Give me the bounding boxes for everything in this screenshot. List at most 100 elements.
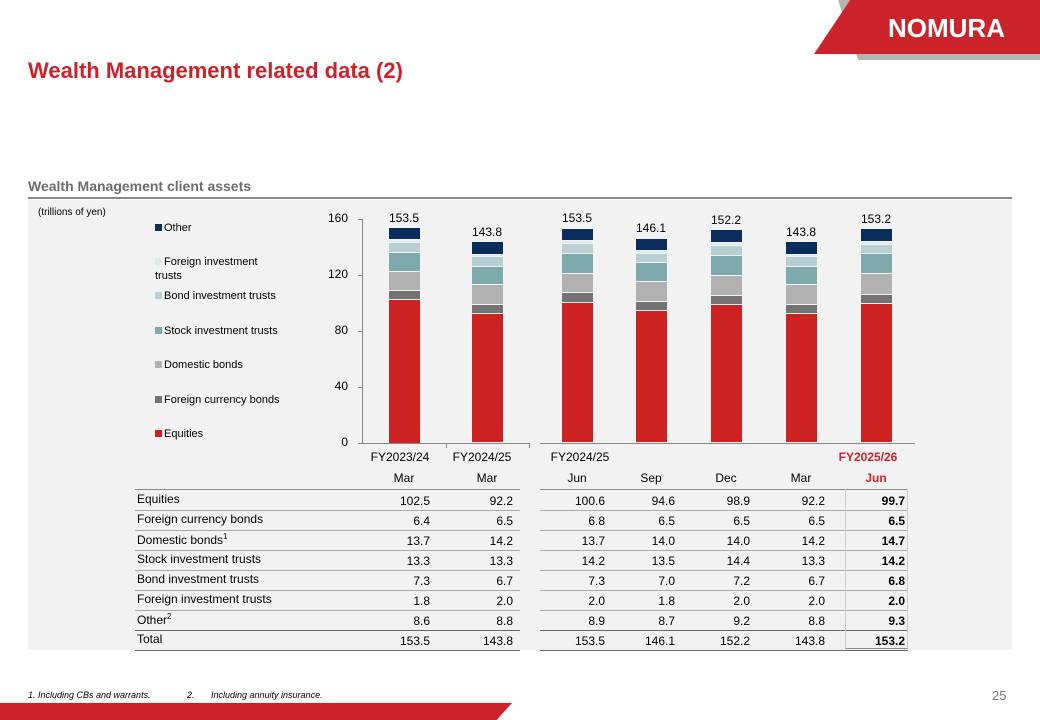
table-cell: 2.0 (888, 594, 905, 608)
table-cell: 8.8 (808, 614, 825, 628)
bar-segment-bond-investment-trusts (710, 246, 742, 256)
table-cell: 6.8 (888, 574, 905, 588)
footer-band (0, 703, 512, 720)
bar-segment-other (785, 242, 817, 254)
legend-swatch (155, 258, 162, 265)
category-label: Mar (790, 471, 812, 485)
bar-segment-bond-investment-trusts (388, 243, 420, 253)
table-cell: 14.7 (881, 534, 905, 548)
bar-segment-equities (785, 314, 817, 443)
table-cell: 92.2 (801, 494, 825, 508)
bar-segment-domestic-bonds (785, 285, 817, 305)
group-label: FY2024/25 (452, 450, 512, 464)
section-divider (28, 197, 1012, 199)
bar-segment-other (471, 242, 503, 254)
legend-label: Equities (164, 428, 204, 440)
x-axis (540, 443, 915, 444)
unit-label: (trillions of yen) (38, 207, 106, 218)
bar-segment-foreign-investment-trusts (710, 243, 742, 246)
table-cell: 14.2 (801, 534, 825, 548)
row-divider (135, 650, 520, 651)
table-cell: 100.6 (574, 494, 605, 508)
table-cell: 14.2 (881, 554, 905, 568)
legend-swatch (155, 327, 162, 334)
bar-segment-foreign-investment-trusts (785, 254, 817, 257)
bar-segment-foreign-currency-bonds (388, 291, 420, 299)
table-cell: 6.4 (413, 514, 430, 528)
legend-item: Foreign currency bonds (155, 393, 285, 407)
table-cell: 6.7 (496, 574, 513, 588)
table-cell: 8.8 (496, 614, 513, 628)
row-label: Foreign currency bonds (137, 512, 264, 526)
bar-segment-stock-investment-trusts (710, 256, 742, 276)
bar-segment-stock-investment-trusts (785, 266, 817, 285)
bar-segment-other (561, 228, 593, 241)
legend-item: Equities (155, 427, 285, 441)
table-cell: 9.2 (733, 614, 750, 628)
section-title: Wealth Management client assets (28, 178, 252, 194)
table-cell: 2.0 (588, 594, 605, 608)
legend-label: Domestic bonds (164, 359, 243, 371)
table-header-line (540, 489, 908, 490)
row-divider (135, 590, 520, 591)
table-cell: 7.3 (588, 574, 605, 588)
legend-label: Bond investment trusts (164, 290, 276, 302)
legend-label: Other (164, 222, 192, 234)
table-cell: 8.6 (413, 614, 430, 628)
bar-segment-domestic-bonds (388, 271, 420, 291)
legend-item: Foreign investment trusts (155, 255, 285, 283)
table-cell: 98.9 (726, 494, 750, 508)
row-label: Equities (137, 492, 180, 506)
table-cell: 9.3 (888, 614, 905, 628)
y-tick-mark (358, 331, 362, 332)
legend-swatch (155, 430, 162, 437)
bar-segment-bond-investment-trusts (635, 253, 667, 263)
footnote-2: Including annuity insurance. (211, 690, 323, 700)
bar-segment-foreign-investment-trusts (471, 254, 503, 257)
y-tick-mark (358, 219, 362, 220)
bar-segment-other (388, 228, 420, 240)
total-data-label: 143.8 (785, 224, 817, 239)
row-divider (540, 630, 908, 631)
row-divider (540, 590, 908, 591)
group-label: FY2024/25 (550, 450, 610, 464)
bar-segment-stock-investment-trusts (471, 266, 503, 285)
table-cell: 14.4 (726, 554, 750, 568)
row-divider (540, 650, 908, 651)
table-cell: 153.5 (574, 634, 605, 648)
category-label: Mar (476, 471, 498, 485)
bar-segment-bond-investment-trusts (785, 257, 817, 266)
bar-segment-foreign-investment-trusts (388, 240, 420, 243)
bar-segment-other (710, 230, 742, 243)
table-cell: 8.9 (588, 614, 605, 628)
table-cell: 153.2 (874, 634, 905, 648)
table-cell: 6.5 (496, 514, 513, 528)
logo-band (814, 0, 1040, 54)
total-data-label: 143.8 (471, 224, 503, 239)
table-cell: 14.2 (489, 534, 513, 548)
bar-segment-foreign-currency-bonds (561, 293, 593, 302)
bar-segment-domestic-bonds (471, 285, 503, 305)
row-divider (135, 510, 520, 511)
row-divider (540, 610, 908, 611)
table-header-line (135, 489, 520, 490)
legend-item: Other (155, 221, 285, 235)
row-divider (135, 530, 520, 531)
legend-swatch (155, 396, 162, 403)
row-label: Foreign investment trusts (137, 592, 272, 606)
bar-segment-stock-investment-trusts (635, 263, 667, 282)
bar-segment-equities (635, 311, 667, 443)
bar-segment-equities (860, 303, 892, 443)
row-divider (135, 550, 520, 551)
table-cell: 146.1 (644, 634, 675, 648)
table-cell: 102.5 (399, 494, 430, 508)
y-tick-mark (358, 387, 362, 388)
table-cell: 14.0 (726, 534, 750, 548)
row-label: Other2 (137, 612, 172, 627)
footnote-marker: 2 (167, 612, 172, 621)
table-cell: 1.8 (413, 594, 430, 608)
table-cell: 6.5 (733, 514, 750, 528)
highlight-column-border (845, 489, 908, 649)
table-cell: 2.0 (496, 594, 513, 608)
bar-segment-bond-investment-trusts (561, 243, 593, 254)
